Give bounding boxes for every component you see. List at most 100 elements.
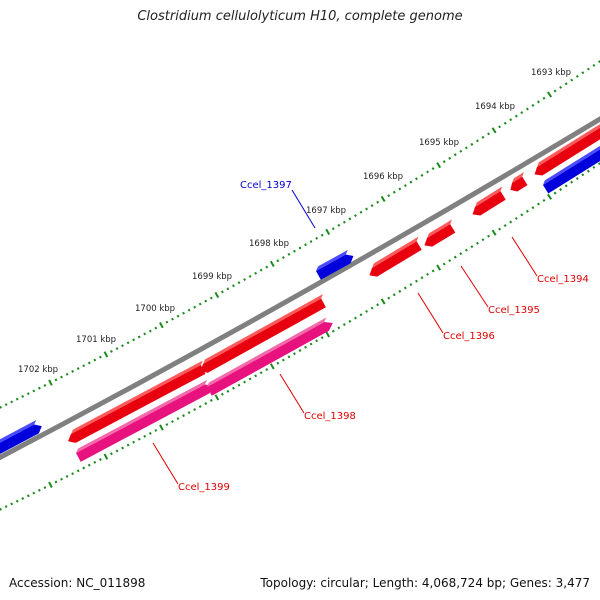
- ruler-minor-tick: [220, 290, 224, 294]
- ruler-minor-tick: [54, 378, 58, 382]
- ruler-minor-tick: [481, 238, 485, 242]
- ruler-minor-tick: [248, 275, 252, 278]
- ruler-minor-tick: [281, 358, 285, 362]
- ruler-major-tick: [547, 193, 553, 200]
- ruler-minor-tick: [121, 344, 124, 348]
- ruler-minor-tick: [409, 283, 413, 287]
- gene-ccel-1399[interactable]: [75, 379, 216, 462]
- ruler-minor-tick: [276, 361, 280, 365]
- ruler-major-tick: [214, 394, 220, 401]
- ruler-minor-tick: [26, 494, 30, 498]
- ruler-major-tick: [380, 195, 386, 203]
- gene-label-ccel-1395[interactable]: Ccel_1395: [488, 305, 540, 316]
- ruler-minor-tick: [476, 241, 479, 245]
- map-title: Clostridium cellulolyticum H10, complete…: [137, 9, 463, 24]
- ruler-minor-tick: [143, 332, 147, 336]
- ruler-minor-tick: [21, 394, 25, 398]
- gene-ccel-1397[interactable]: [315, 249, 356, 280]
- gene-unlabeled-red-1[interactable]: [64, 360, 209, 445]
- ruler-minor-tick: [542, 198, 546, 202]
- gene-unlabeled-red-4[interactable]: [530, 119, 600, 179]
- gene-ccel-1396[interactable]: [365, 236, 425, 280]
- ruler-minor-tick: [476, 139, 479, 143]
- ruler-minor-tick: [431, 167, 435, 171]
- gene-label-ccel-1396[interactable]: Ccel_1396: [443, 331, 495, 342]
- ruler-minor-tick: [575, 74, 579, 78]
- ruler-minor-tick: [76, 469, 80, 473]
- gene-label-ccel-1394[interactable]: Ccel_1394: [537, 274, 589, 285]
- ruler-minor-tick: [10, 502, 14, 506]
- ruler-minor-tick: [525, 209, 529, 213]
- ruler-minor-tick: [376, 303, 380, 307]
- ruler-minor-tick: [537, 202, 540, 206]
- ruler-major-tick: [48, 379, 53, 386]
- gene-unlabeled-blue-1[interactable]: [541, 137, 600, 194]
- ruler-major-tick: [325, 331, 331, 338]
- summary-text: Topology: circular; Length: 4,068,724 bp…: [260, 576, 590, 590]
- ruler-label-1698: 1698 kbp: [249, 239, 289, 249]
- gene-unlabeled-blue-2[interactable]: [0, 419, 44, 457]
- ruler-minor-tick: [586, 169, 590, 173]
- ruler-minor-tick: [459, 149, 463, 153]
- ruler-minor-tick: [448, 259, 452, 263]
- gene-unlabeled-red-3[interactable]: [506, 171, 531, 194]
- ruler-minor-tick: [331, 329, 335, 333]
- gene-ccel-1394[interactable]: [468, 186, 509, 218]
- gene-ccel-1398[interactable]: [206, 316, 336, 396]
- ruler-minor-tick: [426, 170, 429, 174]
- ruler-label-1699: 1699 kbp: [192, 272, 232, 282]
- ruler-minor-tick: [281, 256, 285, 260]
- ruler-minor-tick: [420, 173, 424, 177]
- ruler-major-tick: [103, 351, 109, 358]
- ruler-major-tick: [159, 424, 164, 431]
- ruler-minor-tick: [370, 204, 374, 208]
- ruler-minor-tick: [232, 386, 235, 390]
- ruler-minor-tick: [21, 497, 25, 500]
- ruler-minor-tick: [237, 383, 241, 387]
- ruler-minor-tick: [298, 349, 302, 352]
- ruler-minor-tick: [26, 392, 30, 396]
- ruler-minor-tick: [403, 286, 407, 290]
- ruler-minor-tick: [137, 437, 141, 441]
- ruler-minor-tick: [182, 311, 185, 315]
- ruler-minor-tick: [387, 296, 391, 300]
- ruler-minor-tick: [503, 224, 507, 228]
- ruler-minor-tick: [348, 217, 352, 221]
- ruler-minor-tick: [514, 216, 518, 220]
- ruler-minor-tick: [276, 259, 280, 263]
- ruler-label-1702: 1702 kbp: [18, 365, 58, 375]
- gene-label-ccel-1398[interactable]: Ccel_1398: [304, 411, 356, 422]
- ruler-minor-tick: [464, 146, 468, 150]
- ruler-minor-tick: [232, 284, 235, 288]
- ruler-minor-tick: [171, 317, 174, 321]
- gene-unlabeled-red-2[interactable]: [196, 293, 329, 376]
- gene-ccel-1395[interactable]: [420, 219, 458, 249]
- ruler-minor-tick: [470, 245, 474, 249]
- callout-line-ccel-1397: [291, 189, 316, 229]
- ruler-major-tick: [269, 260, 275, 267]
- gene-label-ccel-1397[interactable]: Ccel_1397: [240, 180, 292, 191]
- ruler-minor-tick: [226, 287, 230, 291]
- ruler-minor-tick: [121, 446, 124, 450]
- ruler-minor-tick: [243, 278, 246, 282]
- ruler-minor-tick: [570, 180, 574, 184]
- ruler-minor-tick: [110, 349, 113, 353]
- ruler-minor-tick: [198, 302, 202, 306]
- ruler-minor-tick: [171, 420, 174, 424]
- ruler-minor-tick: [586, 67, 590, 71]
- ruler-minor-tick: [293, 249, 296, 253]
- ruler-minor-tick: [15, 397, 19, 401]
- ruler-label-1693: 1693 kbp: [531, 68, 571, 78]
- ruler-minor-tick: [453, 153, 457, 157]
- ruler-minor-tick: [254, 374, 258, 378]
- ruler-minor-tick: [520, 111, 524, 115]
- ruler-minor-tick: [76, 367, 80, 371]
- ruler-minor-tick: [132, 338, 135, 342]
- ruler-minor-tick: [342, 220, 346, 224]
- ruler-minor-tick: [65, 372, 69, 376]
- gene-label-ccel-1399[interactable]: Ccel_1399: [178, 482, 230, 493]
- ruler-minor-tick: [359, 210, 363, 214]
- ruler-minor-tick: [209, 296, 213, 300]
- ruler-minor-tick: [459, 252, 463, 256]
